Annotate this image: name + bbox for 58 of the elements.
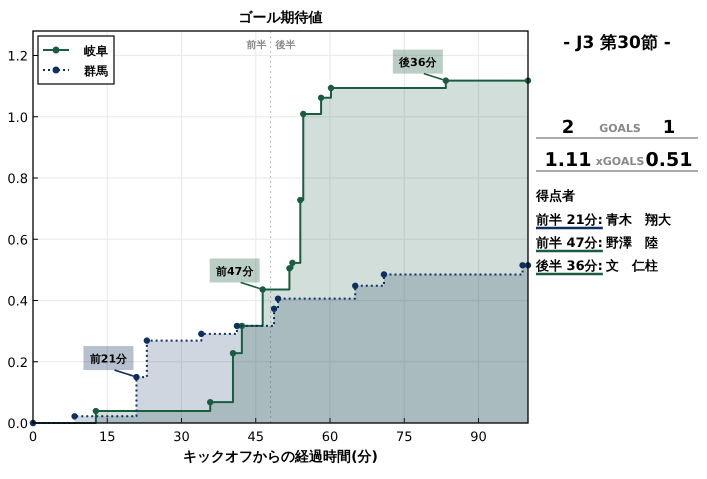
point: [352, 282, 358, 289]
text: 前半 47分:: [535, 236, 603, 251]
y-tick-label: 0.0: [7, 417, 28, 432]
annotation: 後半: [274, 39, 296, 51]
text: 1.11: [544, 149, 592, 171]
text: 0.51: [646, 149, 692, 171]
point: [92, 408, 100, 414]
text: 野澤 陸: [606, 236, 658, 251]
text: 青木 翔大: [604, 212, 672, 228]
x-tick-label: 30: [173, 430, 190, 445]
y-tick-label: 0.2: [7, 356, 28, 371]
point: [289, 260, 296, 266]
x-tick-label: 0: [28, 430, 38, 445]
text: 文 仁柱: [604, 258, 658, 274]
point: [300, 110, 306, 118]
y-tick-label: 1.0: [7, 110, 28, 126]
x-tick-label: 15: [98, 430, 116, 445]
x-tick-label: 75: [396, 430, 413, 445]
point: [230, 350, 236, 356]
point: [71, 413, 78, 420]
point: [442, 77, 450, 84]
y-tick-label: 0.8: [7, 172, 28, 187]
annotation: 後36分: [398, 56, 438, 70]
x-tick-label: 60: [322, 430, 338, 445]
point: [274, 295, 282, 302]
text: 2: [562, 117, 574, 138]
text: GOALS: [599, 122, 641, 135]
text: 1: [662, 117, 676, 138]
x-tick-label: 90: [470, 430, 487, 445]
point: [198, 330, 204, 338]
point: [144, 337, 150, 344]
text: 前半 21分:: [535, 213, 603, 228]
annotation: 前21分: [88, 352, 128, 366]
annotation: 前47分: [215, 264, 254, 278]
point: [270, 306, 278, 312]
point: [519, 262, 526, 268]
legend-label: 岐阜: [84, 44, 108, 58]
text: 得点者: [535, 188, 575, 204]
point: [234, 322, 240, 330]
legend-label: 群馬: [83, 64, 108, 78]
text: - J3 第30節 -: [563, 33, 671, 53]
point: [297, 196, 304, 204]
point: [286, 265, 293, 272]
y-tick-label: 1.2: [7, 50, 28, 64]
y-tick-label: 0.6: [7, 233, 28, 248]
point: [133, 374, 140, 380]
y-tick-label: 0.4: [7, 294, 28, 310]
chart-title: ゴール期待値: [238, 10, 322, 26]
annotation: 前半: [246, 39, 267, 51]
point: [328, 84, 334, 92]
x-tick-label: 45: [247, 430, 264, 445]
point: [380, 271, 388, 278]
point: [259, 286, 266, 293]
text: 後半 36分:: [535, 258, 603, 274]
point: [318, 94, 324, 101]
text: xGOALS: [596, 155, 644, 168]
x-axis-title: キックオフからの経過時間(分): [183, 449, 378, 465]
point: [207, 398, 214, 406]
